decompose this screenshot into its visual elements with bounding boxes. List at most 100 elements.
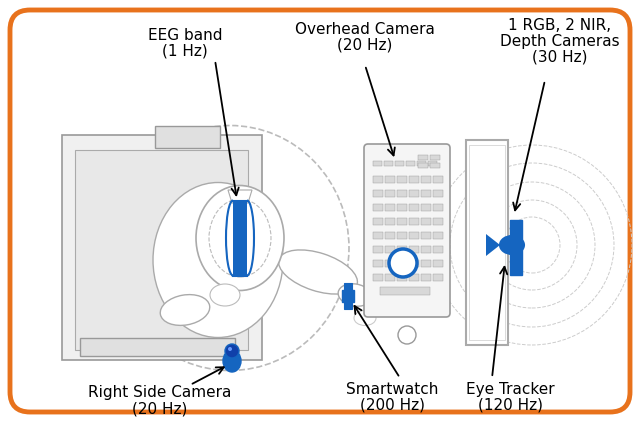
Bar [397,176,407,183]
FancyBboxPatch shape [10,10,630,412]
Bar [385,204,395,211]
Bar [385,218,395,225]
Bar [421,190,431,197]
Bar [385,176,395,183]
Bar [397,204,407,211]
Bar [397,218,407,225]
Bar [433,274,443,281]
Bar [409,218,419,225]
Bar [385,246,395,253]
Bar [421,260,431,267]
Ellipse shape [500,236,524,254]
Bar [397,260,407,267]
Bar [433,232,443,239]
Bar [418,163,428,168]
Bar [397,190,407,197]
Ellipse shape [210,284,240,306]
Bar [433,218,443,225]
Bar [430,155,440,160]
Circle shape [225,344,239,358]
Text: EEG band: EEG band [148,28,222,43]
Ellipse shape [338,284,372,306]
Circle shape [228,347,232,351]
Bar [397,232,407,239]
Bar [233,200,247,276]
Bar [428,161,437,166]
Text: (20 Hz): (20 Hz) [337,38,393,53]
Ellipse shape [196,186,284,290]
Bar [409,204,419,211]
Bar [409,176,419,183]
Bar [385,190,395,197]
Text: Smartwatch: Smartwatch [346,382,438,397]
Ellipse shape [354,311,376,325]
Bar [62,135,262,360]
Text: (200 Hz): (200 Hz) [360,398,424,413]
Text: Right Side Camera: Right Side Camera [88,385,232,400]
Bar [344,283,352,290]
Ellipse shape [223,350,241,372]
Circle shape [389,249,417,277]
Bar [409,274,419,281]
Bar [433,246,443,253]
FancyBboxPatch shape [364,144,450,317]
Bar [409,260,419,267]
Bar [373,176,383,183]
Bar [469,145,505,340]
Bar [373,232,383,239]
Polygon shape [486,234,500,256]
Bar [344,302,352,309]
Bar [342,290,354,302]
Bar [395,161,404,166]
Bar [409,232,419,239]
Bar [80,338,235,356]
Bar [510,220,522,275]
Bar [421,218,431,225]
Bar [384,161,393,166]
Bar [155,126,220,148]
Bar [421,204,431,211]
Bar [421,274,431,281]
Bar [433,190,443,197]
Text: 1 RGB, 2 NIR,: 1 RGB, 2 NIR, [508,18,612,33]
Bar [466,140,508,345]
Ellipse shape [160,295,210,325]
Text: Depth Cameras: Depth Cameras [500,34,620,49]
Bar [373,260,383,267]
Bar [433,260,443,267]
Bar [433,204,443,211]
Bar [385,274,395,281]
Bar [409,190,419,197]
Bar [373,274,383,281]
Ellipse shape [153,182,283,338]
Text: (20 Hz): (20 Hz) [132,401,188,416]
Text: Overhead Camera: Overhead Camera [295,22,435,37]
Bar [421,176,431,183]
Bar [421,232,431,239]
Bar [373,246,383,253]
Bar [406,161,415,166]
Bar [385,260,395,267]
Bar [510,220,522,275]
Text: (120 Hz): (120 Hz) [477,398,543,413]
Text: Eye Tracker: Eye Tracker [466,382,554,397]
Bar [373,204,383,211]
Bar [373,190,383,197]
Circle shape [398,326,416,344]
Bar [421,246,431,253]
Bar [433,176,443,183]
Bar [373,161,382,166]
Ellipse shape [111,125,349,371]
Bar [409,246,419,253]
Bar [418,155,428,160]
Bar [397,274,407,281]
Bar [75,150,248,350]
Text: (1 Hz): (1 Hz) [162,44,208,59]
Bar [373,218,383,225]
Bar [385,232,395,239]
Ellipse shape [209,199,271,277]
Polygon shape [228,190,252,203]
Text: (30 Hz): (30 Hz) [532,50,588,65]
Bar [397,246,407,253]
Bar [417,161,426,166]
